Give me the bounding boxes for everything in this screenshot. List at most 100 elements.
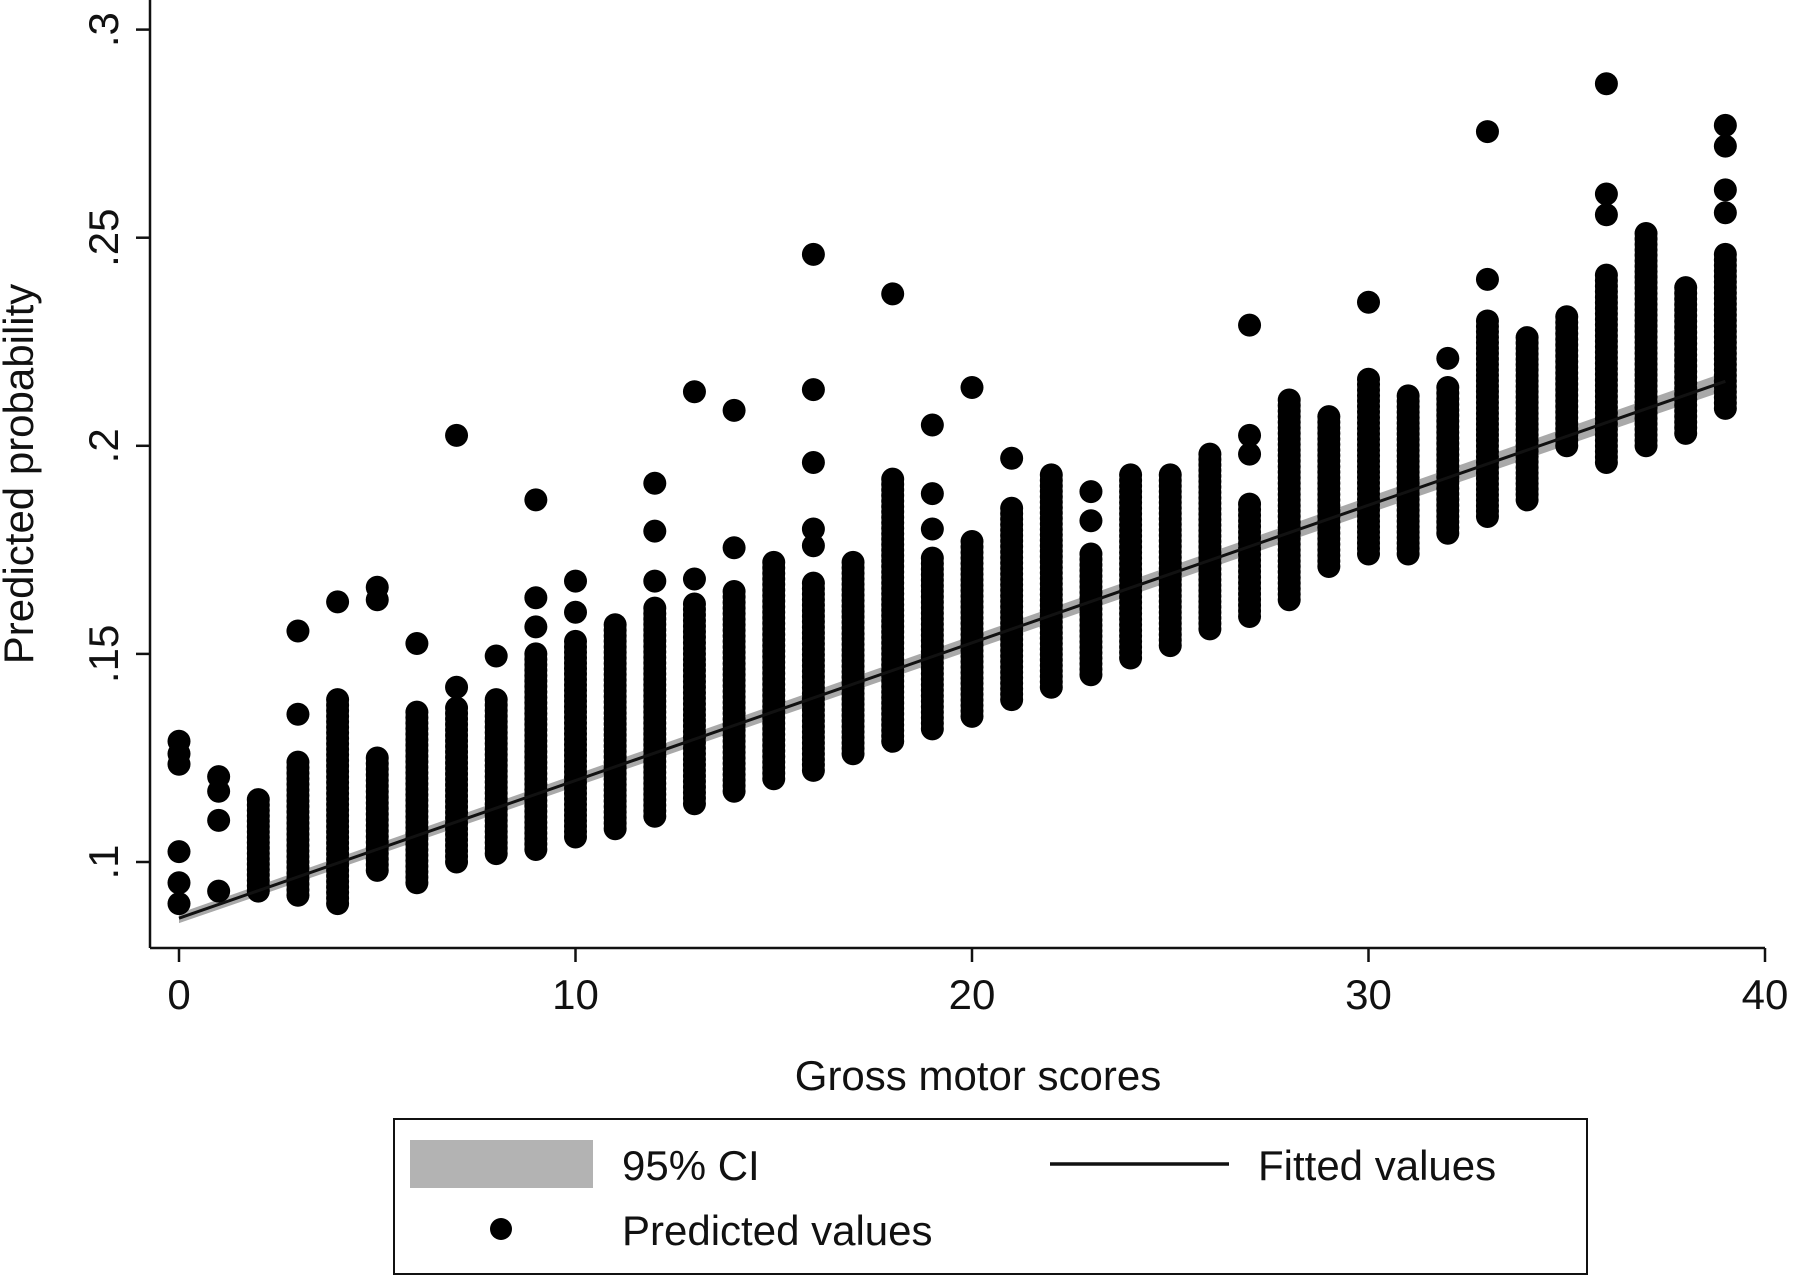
predicted-point [1713, 178, 1737, 202]
legend-predicted-label: Predicted values [622, 1207, 933, 1254]
predicted-point [643, 569, 667, 593]
y-tick-label: .1 [80, 844, 127, 879]
predicted-point [682, 567, 706, 591]
predicted-point [1594, 450, 1618, 474]
predicted-point [1000, 446, 1024, 470]
predicted-point [1238, 604, 1262, 628]
predicted-point [960, 704, 984, 728]
predicted-point [564, 569, 587, 593]
predicted-point [484, 644, 508, 668]
legend-ci-swatch [410, 1140, 593, 1188]
predicted-point [1079, 663, 1103, 687]
predicted-point [920, 517, 944, 541]
predicted-point [286, 619, 310, 643]
predicted-point [1436, 521, 1460, 545]
predicted-point [445, 675, 469, 699]
predicted-point [643, 804, 667, 828]
x-tick-label: 0 [167, 971, 190, 1018]
predicted-point [1594, 182, 1618, 206]
legend-predicted-swatch [490, 1218, 512, 1240]
x-tick-label: 30 [1345, 971, 1392, 1018]
predicted-point [722, 398, 746, 422]
predicted-point [1119, 646, 1143, 670]
predicted-point [524, 488, 548, 512]
predicted-point [920, 482, 944, 506]
predicted-point [167, 871, 191, 895]
predicted-point [1079, 480, 1103, 504]
predicted-point [564, 600, 587, 624]
predicted-point [801, 242, 825, 266]
y-tick-label: .25 [80, 209, 127, 267]
predicted-point [1713, 113, 1737, 137]
predicted-point [1594, 203, 1618, 227]
predicted-point [1238, 423, 1262, 447]
predicted-point [405, 871, 429, 895]
predicted-point [682, 380, 706, 404]
predicted-point [801, 534, 825, 558]
predicted-point [801, 758, 825, 782]
predicted-point [1555, 434, 1579, 458]
predicted-point [801, 378, 825, 402]
predicted-point [365, 575, 389, 599]
predicted-point [1396, 542, 1420, 566]
y-tick-label: .2 [80, 428, 127, 463]
x-tick-label: 20 [949, 971, 996, 1018]
predicted-point [722, 779, 746, 803]
predicted-point [603, 817, 627, 841]
predicted-point [524, 615, 548, 639]
predicted-point [1634, 434, 1658, 458]
predicted-point [682, 792, 706, 816]
predicted-point [960, 376, 984, 400]
predicted-point [1713, 134, 1737, 158]
x-axis-title: Gross motor scores [795, 1052, 1161, 1099]
predicted-point [801, 450, 825, 474]
predicted-point [1317, 554, 1341, 578]
predicted-point [1238, 313, 1262, 337]
predicted-point [1475, 505, 1499, 529]
predicted-point [1713, 396, 1737, 420]
fitted-line-layer [178, 379, 1726, 920]
predicted-point [167, 892, 191, 916]
predicted-point [920, 717, 944, 741]
predicted-point [1515, 488, 1539, 512]
predicted-point [207, 808, 231, 832]
predicted-point [881, 282, 905, 306]
predicted-point [1674, 421, 1698, 445]
predicted-point [365, 858, 389, 882]
legend-ci-label: 95% CI [622, 1142, 760, 1189]
predicted-point [1039, 675, 1063, 699]
predicted-point [286, 883, 310, 907]
predicted-point [920, 413, 944, 437]
predicted-point [167, 729, 191, 753]
predicted-point [1198, 617, 1222, 641]
predicted-point [1357, 290, 1380, 314]
legend-fitted-label: Fitted values [1258, 1142, 1496, 1189]
predicted-point [1594, 72, 1618, 96]
predicted-point [1079, 509, 1103, 533]
predicted-point [841, 742, 865, 766]
predicted-point [1158, 634, 1182, 658]
predicted-point [207, 765, 231, 789]
predicted-point [643, 471, 667, 495]
predicted-point [1277, 588, 1301, 612]
predicted-point [445, 423, 469, 447]
predicted-point [1000, 688, 1024, 712]
predicted-point [1436, 346, 1460, 370]
predicted-point [1475, 267, 1499, 291]
predicted-point [1713, 201, 1737, 225]
predicted-point [1357, 542, 1380, 566]
predicted-point [643, 519, 667, 543]
predicted-point [881, 729, 905, 753]
predicted-point [286, 702, 310, 726]
predicted-point [564, 825, 587, 849]
x-ticks: 0 10 20 30 40 [167, 948, 1788, 1018]
legend: 95% CI Fitted values Predicted values [393, 1118, 1588, 1275]
y-tick-label: .15 [80, 625, 127, 683]
predicted-point [1475, 120, 1499, 144]
x-tick-label: 40 [1742, 971, 1789, 1018]
predicted-point [326, 892, 350, 916]
predicted-point [405, 631, 429, 655]
predicted-point [524, 838, 548, 862]
predicted-point [1238, 442, 1262, 466]
